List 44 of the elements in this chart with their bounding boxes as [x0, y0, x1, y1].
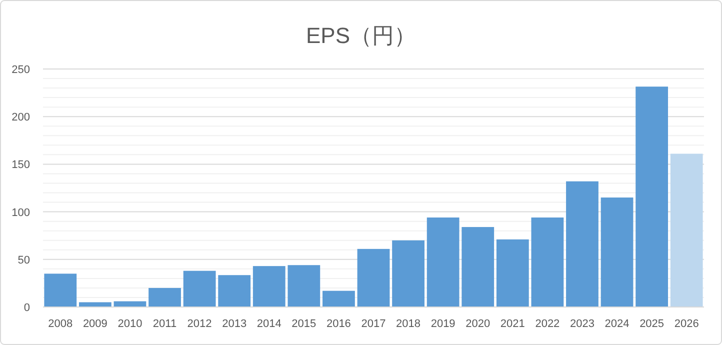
x-tick-label: 2016 — [326, 318, 351, 330]
x-tick-label: 2015 — [292, 318, 316, 330]
x-tick-label: 2008 — [48, 318, 73, 330]
x-tick-label: 2024 — [604, 318, 630, 330]
x-tick-label: 2017 — [361, 318, 386, 330]
x-tick-label: 2013 — [222, 318, 247, 330]
x-tick-label: 2010 — [118, 318, 142, 330]
bar — [44, 274, 77, 307]
bar — [670, 154, 703, 307]
x-tick-label: 2012 — [187, 318, 212, 330]
x-tick-label: 2020 — [466, 318, 490, 330]
y-tick-label: 50 — [18, 254, 30, 266]
bar — [392, 240, 424, 307]
x-tick-label: 2025 — [640, 318, 664, 330]
y-tick-label: 200 — [12, 112, 30, 124]
x-tick-label: 2014 — [256, 318, 282, 330]
bar — [426, 218, 460, 307]
x-tick-label: 2023 — [570, 318, 594, 330]
bar — [566, 181, 598, 307]
bar — [600, 198, 634, 307]
bar — [288, 265, 320, 307]
bar — [357, 248, 390, 307]
bar — [252, 266, 286, 307]
x-tick-label: 2019 — [430, 318, 456, 330]
y-tick-label: 150 — [12, 159, 30, 172]
x-tick-label: 2026 — [674, 318, 699, 330]
y-tick-label: 250 — [12, 64, 30, 76]
bar — [78, 302, 112, 307]
bar — [462, 227, 494, 307]
x-tick-label: 2009 — [82, 318, 108, 330]
y-tick-label: 0 — [24, 302, 30, 314]
bar — [636, 86, 668, 307]
x-tick-label: 2022 — [535, 318, 560, 330]
bar — [496, 239, 529, 307]
x-tick-label: 2011 — [152, 318, 177, 330]
chart-title: EPS（円） — [306, 23, 416, 48]
bar — [531, 218, 564, 307]
y-tick-label: 100 — [12, 206, 30, 219]
x-tick-label: 2018 — [396, 318, 421, 330]
bar — [218, 275, 251, 307]
bar — [183, 270, 216, 307]
bar — [148, 288, 181, 307]
bar — [322, 290, 355, 307]
x-tick-label: 2021 — [500, 318, 525, 330]
